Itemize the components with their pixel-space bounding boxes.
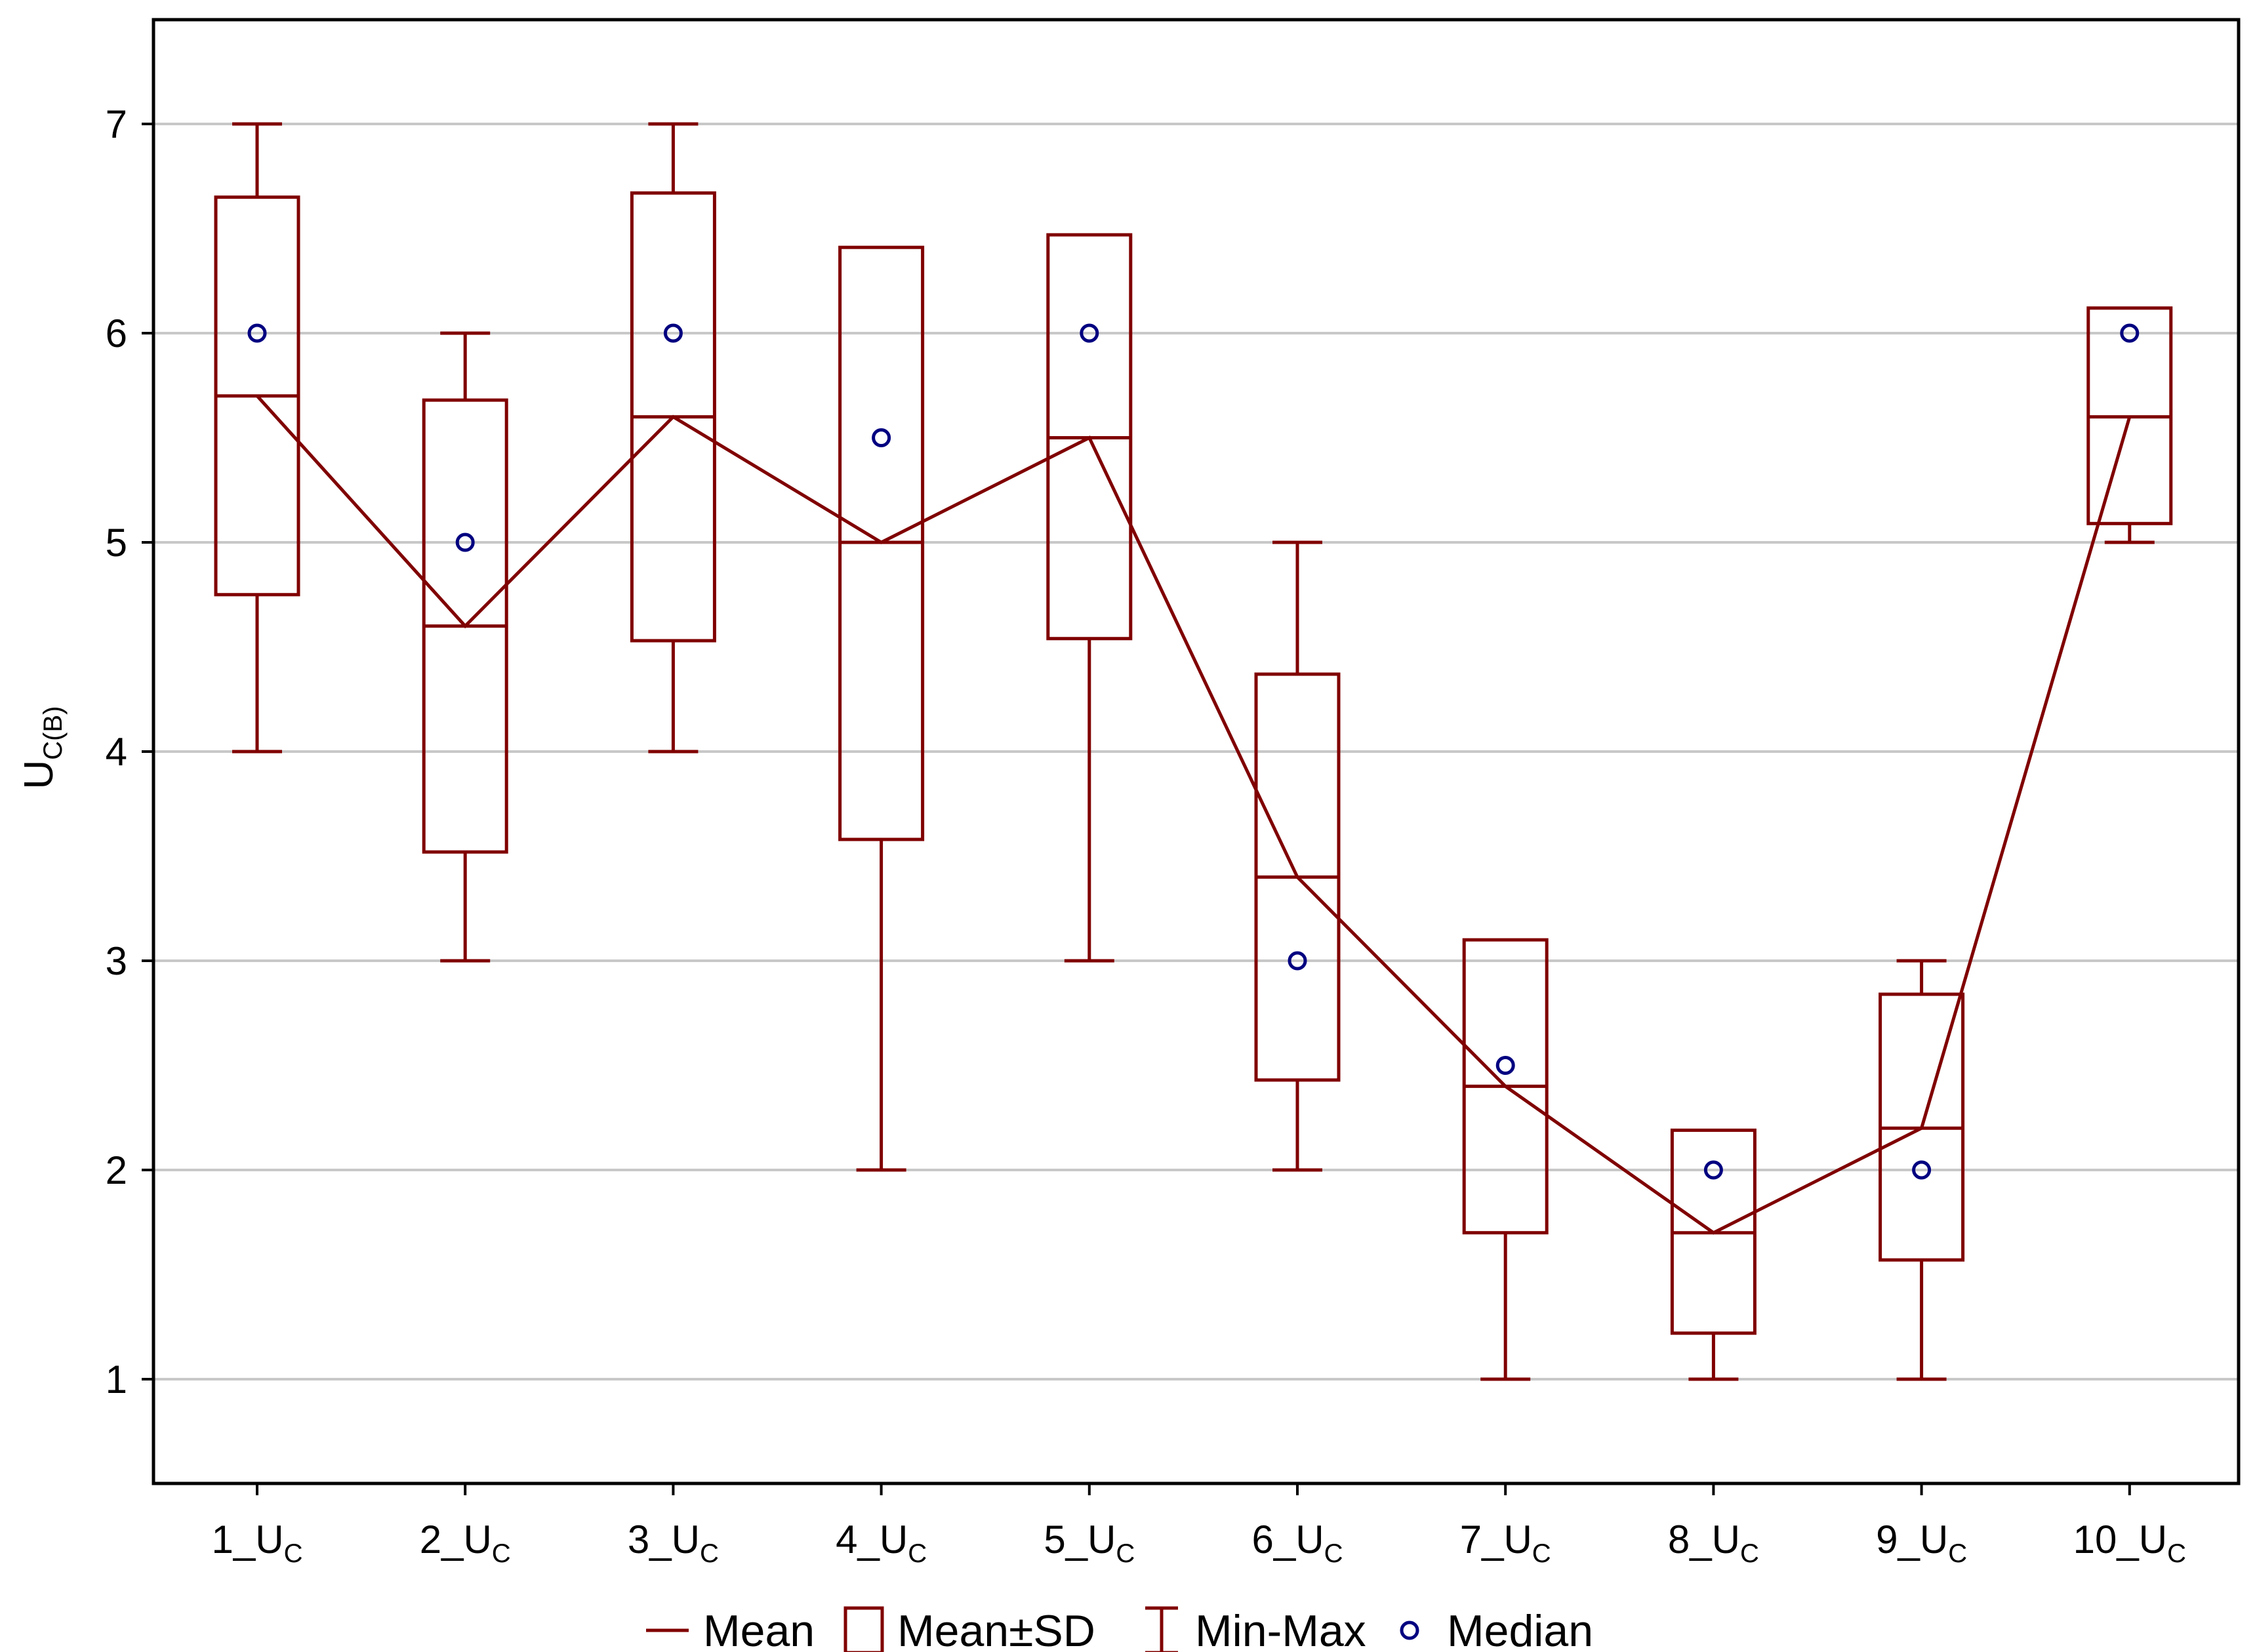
x-tick-label: 8_UC: [1668, 1518, 1759, 1568]
mean-polyline: [256, 395, 2132, 1235]
median-marker: [455, 533, 475, 552]
y-tick-label: 6: [106, 312, 127, 355]
median-marker: [1288, 951, 1307, 971]
x-tick-label: 9_UC: [1876, 1518, 1967, 1568]
x-tick-label: 1_UC: [212, 1518, 303, 1568]
legend-median-label: Median: [1447, 1606, 1593, 1652]
x-tick-label: 6_UC: [1252, 1518, 1343, 1568]
y-axis-ticks: 1 2 3 4 5 6 7: [106, 102, 153, 1401]
legend: Mean Mean±SD Min-Max Median: [646, 1606, 1593, 1652]
grid-lines: [153, 123, 2239, 1380]
y-tick-label: 7: [106, 102, 127, 146]
mean-line: [256, 395, 2132, 1235]
y-tick-label: 3: [106, 939, 127, 983]
median-markers: [247, 323, 2140, 1180]
y-tick-label: 2: [106, 1148, 127, 1192]
median-marker: [2120, 323, 2140, 343]
median-marker: [1080, 323, 1099, 343]
legend-minmax-swatch: [1145, 1606, 1178, 1652]
median-marker: [247, 323, 267, 343]
legend-sd-label: Mean±SD: [897, 1606, 1095, 1652]
x-tick-label: 2_UC: [420, 1518, 511, 1568]
x-tick-label: 3_UC: [628, 1518, 719, 1568]
x-axis-ticks: 1_UC 2_UC 3_UC 4_UC 5_UC 6_UC 7_UC 8_UC 9_UC 10_U…: [212, 1483, 2186, 1568]
median-marker: [1703, 1160, 1723, 1180]
plot-frame: [152, 18, 2241, 1485]
y-axis-label-main: U: [16, 760, 62, 790]
median-marker: [1495, 1056, 1515, 1075]
whiskers: [232, 122, 2155, 1381]
legend-sd-swatch: [843, 1606, 884, 1652]
x-tick-label: 10_UC: [2073, 1518, 2186, 1568]
y-axis-label: UC(B): [16, 706, 68, 790]
y-tick-label: 1: [106, 1358, 127, 1401]
median-marker: [872, 428, 891, 447]
y-tick-label: 4: [106, 730, 127, 774]
legend-minmax-label: Min-Max: [1195, 1606, 1366, 1652]
x-tick-label: 5_UC: [1044, 1518, 1135, 1568]
y-axis-label-sub: C(B): [39, 706, 68, 760]
median-marker: [663, 323, 683, 343]
x-tick-label: 4_UC: [836, 1518, 927, 1568]
x-tick-label: 7_UC: [1460, 1518, 1551, 1568]
median-marker: [1912, 1160, 1932, 1180]
y-tick-label: 5: [106, 521, 127, 565]
legend-mean-label: Mean: [703, 1606, 815, 1652]
legend-median-swatch: [1400, 1621, 1419, 1640]
